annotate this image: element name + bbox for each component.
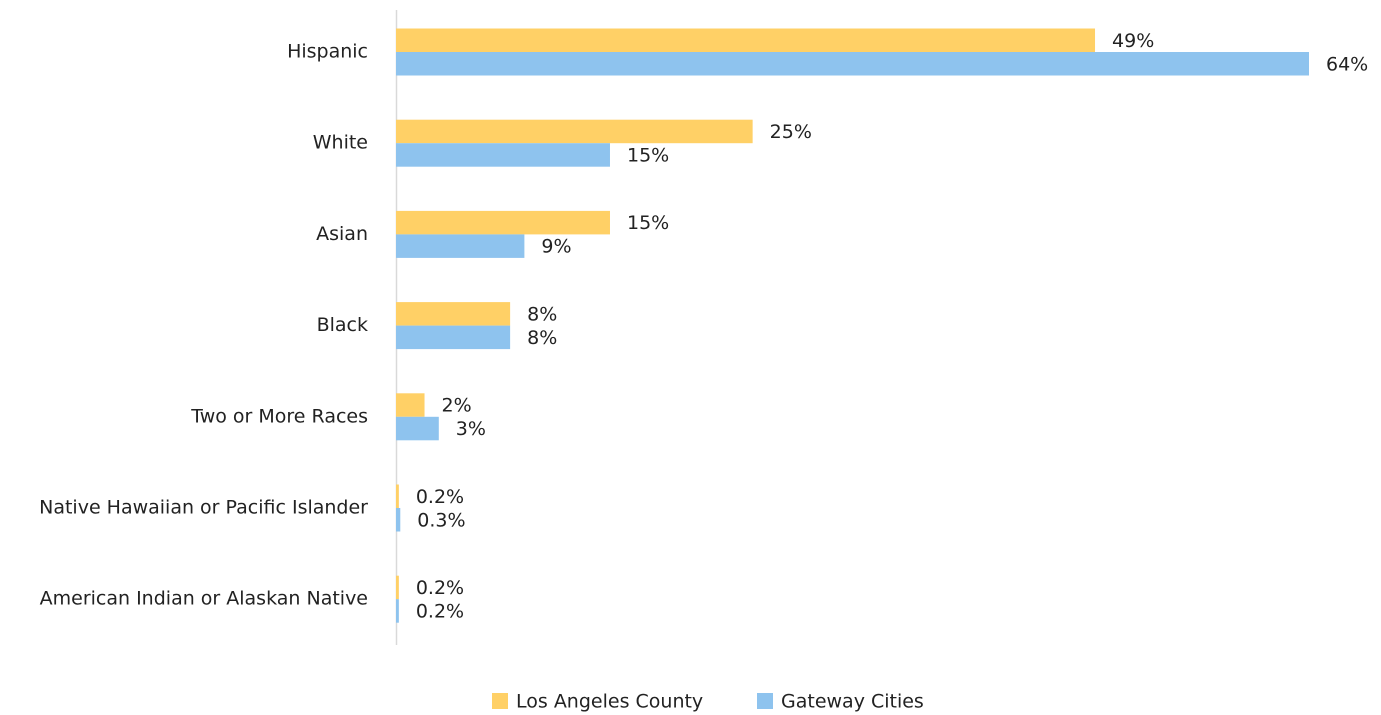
bar	[396, 393, 425, 417]
data-label: 49%	[1112, 30, 1154, 52]
data-label: 8%	[527, 303, 557, 325]
bar	[396, 416, 439, 441]
legend-label: Los Angeles County	[516, 691, 703, 713]
data-label: 15%	[627, 212, 669, 234]
y-tick-label: American Indian or Alaskan Native	[40, 588, 368, 610]
data-label: 8%	[527, 327, 557, 349]
data-label: 0.2%	[416, 486, 464, 508]
data-label: 0.3%	[417, 509, 465, 531]
data-label: 15%	[627, 144, 669, 166]
bar	[396, 143, 610, 167]
data-label: 0.2%	[416, 577, 464, 599]
y-tick-label: Asian	[316, 223, 368, 245]
data-label: 9%	[541, 236, 571, 258]
y-tick-label: Black	[317, 314, 368, 336]
y-tick-label: White	[313, 132, 368, 154]
y-tick-label: Native Hawaiian or Pacific Islander	[39, 497, 368, 519]
legend-label: Gateway Cities	[781, 691, 924, 713]
bar	[396, 302, 511, 326]
y-tick-label: Two or More Races	[190, 405, 368, 427]
bar	[396, 575, 399, 600]
data-label: 64%	[1326, 53, 1368, 75]
data-label: 0.2%	[416, 600, 464, 622]
bar	[396, 599, 399, 623]
y-tick-label: Hispanic	[287, 41, 368, 63]
data-label: 25%	[770, 121, 812, 143]
bar	[396, 210, 610, 235]
bar	[396, 28, 1096, 52]
bar	[396, 52, 1309, 76]
data-label: 2%	[442, 395, 472, 417]
bar	[396, 484, 399, 508]
legend-swatch	[757, 693, 773, 709]
data-label: 3%	[456, 418, 486, 440]
legend-swatch	[492, 693, 508, 709]
bar	[396, 234, 525, 258]
bar	[396, 119, 753, 144]
bar	[396, 508, 401, 532]
bar	[396, 325, 511, 350]
